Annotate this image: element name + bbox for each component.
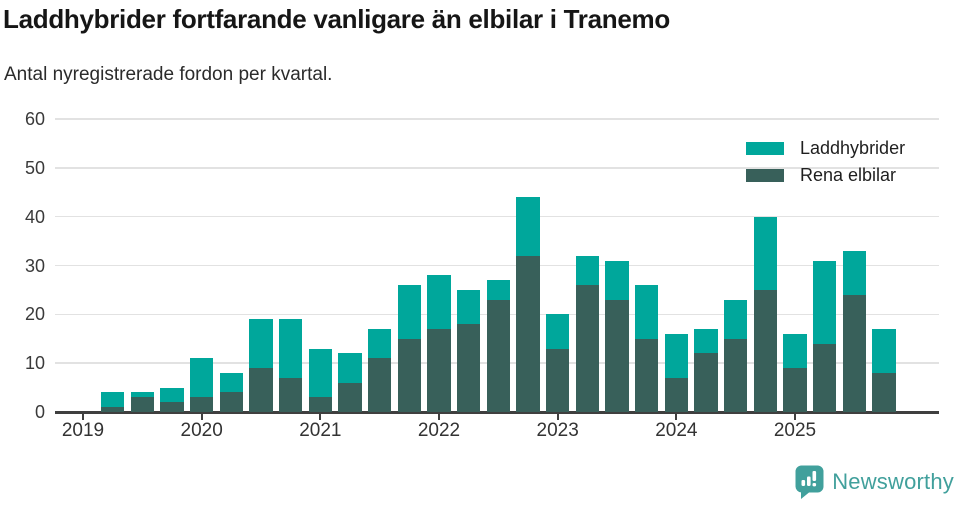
bar-segment — [456, 324, 481, 412]
bar-segment — [575, 255, 600, 286]
bar-segment — [338, 382, 362, 412]
legend: Laddhybrider Rena elbilar — [746, 138, 906, 185]
bar-segment — [160, 387, 184, 403]
bar-segment — [812, 260, 837, 344]
bar-segment — [872, 372, 896, 412]
x-tick-mark — [82, 413, 84, 420]
bar-segment — [783, 333, 807, 369]
bar-segment — [812, 343, 837, 412]
legend-label: Rena elbilar — [800, 165, 897, 185]
x-tick-label: 2023 — [536, 420, 579, 441]
x-tick-mark — [438, 413, 440, 420]
x-tick-mark — [319, 413, 322, 420]
legend-item-laddhybrider: Laddhybrider — [746, 138, 906, 158]
bar-segment — [872, 329, 896, 373]
chart-title: Laddhybrider fortfarande vanligare än el… — [3, 4, 670, 34]
bar-segment — [664, 333, 689, 378]
bar-segment — [249, 319, 273, 369]
bar-segment — [219, 392, 244, 412]
bar-segment — [605, 299, 629, 412]
x-tick-label: 2020 — [180, 420, 223, 441]
bar-segment — [456, 289, 481, 325]
bar-segment — [694, 353, 718, 412]
bar-segment — [516, 197, 540, 256]
bar-segment — [842, 250, 867, 295]
bar-segment — [516, 255, 540, 412]
y-tick-label: 20 — [24, 304, 45, 325]
bar-segment — [486, 280, 511, 300]
bar-segment — [634, 285, 659, 339]
y-tick-label: 60 — [24, 109, 45, 129]
gridline — [55, 118, 939, 120]
x-tick-label: 2019 — [61, 420, 105, 441]
bar-segment — [160, 402, 184, 412]
y-tick-label: 30 — [24, 255, 45, 276]
bar-segment — [367, 358, 392, 412]
bar-segment — [278, 319, 303, 378]
bar-segment — [100, 407, 125, 412]
x-tick-mark — [794, 413, 796, 420]
bar-segment — [664, 377, 689, 412]
y-tick-label: 40 — [24, 206, 45, 227]
bar-segment — [605, 260, 629, 300]
bar-segment — [308, 348, 333, 398]
bar-segment — [575, 285, 600, 412]
x-tick-label: 2025 — [773, 420, 817, 441]
bar-segment — [189, 397, 214, 412]
bar-segment — [397, 285, 422, 339]
y-tick-label: 10 — [24, 353, 45, 374]
bar-segment — [397, 338, 422, 412]
bar-segment — [130, 392, 155, 398]
bar-segment — [278, 377, 303, 412]
bar-segment — [783, 368, 807, 412]
legend-swatch-laddhybrider — [746, 142, 784, 155]
bar-segment — [723, 338, 748, 412]
x-tick-label: 2021 — [299, 420, 342, 441]
x-tick-mark — [556, 413, 559, 420]
bar-segment — [100, 392, 125, 408]
bar-segment — [545, 314, 570, 349]
newsworthy-logo[interactable]: Newsworthy — [795, 465, 954, 499]
gridline — [55, 167, 939, 169]
bar-segment — [545, 348, 570, 412]
gridline — [55, 215, 939, 218]
x-axis-line — [55, 410, 939, 414]
bar-segment — [427, 328, 451, 412]
x-tick-mark — [675, 413, 678, 420]
bar-segment — [842, 294, 867, 412]
gridline — [55, 264, 939, 267]
bar-segment — [723, 299, 748, 339]
bar-segment — [367, 329, 392, 359]
bar-segment — [189, 358, 214, 398]
legend-item-rena-elbilar: Rena elbilar — [746, 165, 905, 185]
newsworthy-wordmark: Newsworthy — [832, 469, 954, 494]
bar-segment — [219, 372, 244, 393]
legend-swatch-rena-elbilar — [746, 169, 784, 182]
plot-area: 2019 2020 2021 2022 2023 2024 2025 — [55, 118, 939, 441]
y-tick-label: 50 — [24, 157, 45, 178]
bar-segment — [694, 329, 718, 354]
y-tick-label: 0 — [34, 402, 45, 422]
bar-segment — [130, 397, 155, 412]
x-tick-mark — [200, 413, 203, 420]
x-tick-label: 2024 — [655, 420, 698, 441]
bar-segment — [427, 275, 451, 329]
legend-label: Laddhybrider — [800, 138, 906, 158]
chart-subtitle: Antal nyregistrerade fordon per kvartal. — [4, 64, 333, 85]
bar-segment — [753, 216, 778, 290]
bar-segment — [308, 397, 333, 412]
bar-segment — [486, 299, 511, 412]
bar-segment — [249, 368, 273, 412]
bar-chart-speech-bubble-icon — [795, 465, 824, 499]
x-tick-label: 2022 — [417, 420, 461, 441]
bar-segment — [753, 289, 778, 412]
bar-segment — [338, 353, 362, 383]
bar-segment — [634, 338, 659, 412]
y-axis: 0 10 20 30 40 50 60 — [0, 109, 45, 422]
